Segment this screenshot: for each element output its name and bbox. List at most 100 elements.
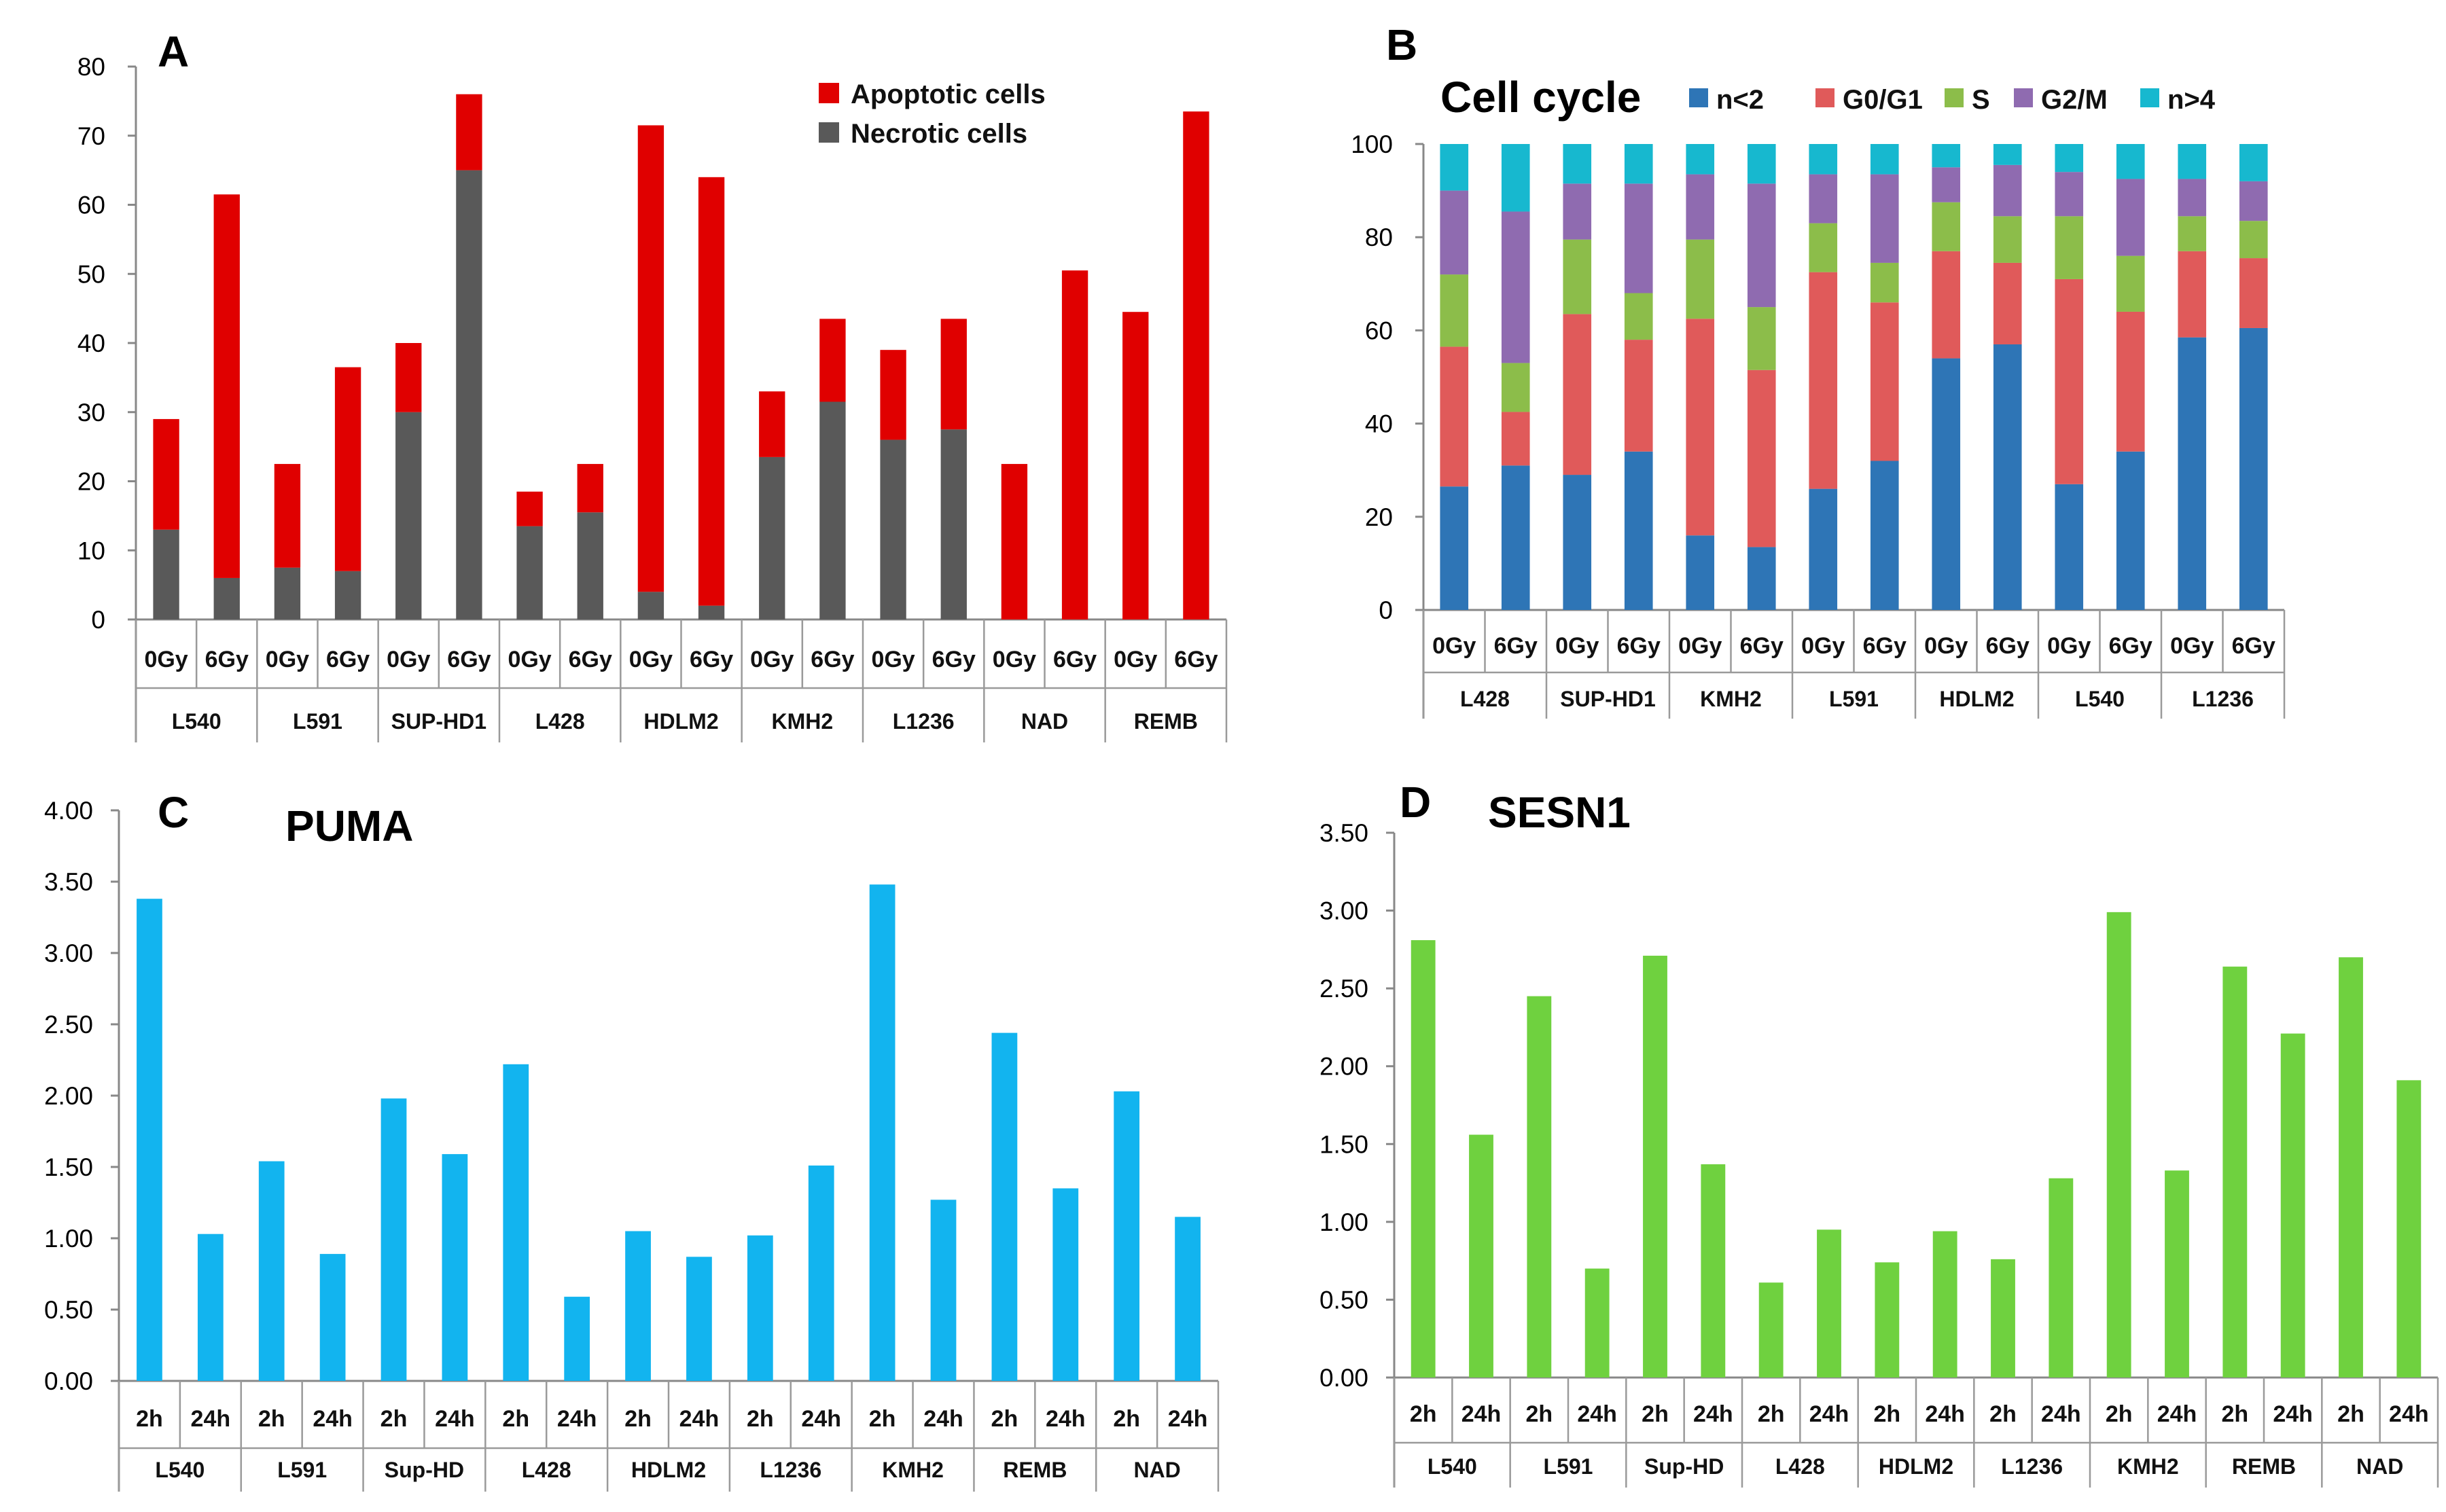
y-tick-label: 100 — [1351, 130, 1393, 158]
bar-n-2 — [1870, 461, 1899, 610]
bar-apoptotic-cells — [1122, 312, 1149, 619]
group-label: L591 — [1829, 687, 1879, 711]
bar-n-4 — [1624, 144, 1653, 184]
group-label: HDLM2 — [1879, 1454, 1953, 1479]
bar-n-4 — [2239, 144, 2268, 181]
legend-a-apoptotic-label: Apoptotic cells — [851, 79, 1046, 109]
y-tick-label: 1.50 — [44, 1153, 93, 1181]
x-category-label: 24h — [435, 1406, 475, 1432]
bar-necrotic-cells — [334, 571, 361, 619]
x-category-label: 2h — [624, 1406, 652, 1432]
legend-b-s-label: S — [1972, 85, 1990, 115]
bar-necrotic-cells — [274, 567, 301, 619]
bar-puma — [258, 1161, 285, 1381]
bar-apoptotic-cells — [819, 319, 846, 402]
bar-n-4 — [2055, 144, 2084, 173]
bar-apoptotic-cells — [759, 391, 785, 457]
bar-n-2 — [1440, 486, 1469, 610]
y-tick-label: 60 — [77, 192, 105, 219]
bar-s — [2239, 221, 2268, 259]
x-category-label: 24h — [2157, 1401, 2197, 1427]
legend-b-swatch-n-lt-2 — [1689, 88, 1708, 107]
x-category-label: 6Gy — [205, 647, 249, 672]
bar-g0-g1 — [1932, 251, 1961, 359]
y-tick-label: 30 — [77, 399, 105, 427]
bar-n-2 — [1747, 547, 1776, 610]
x-category-label: 2h — [1410, 1401, 1437, 1427]
bar-puma — [869, 884, 896, 1381]
bar-s — [1624, 293, 1653, 340]
bar-apoptotic-cells — [940, 319, 967, 430]
legend-a: Apoptotic cells Necrotic cells — [819, 79, 1046, 149]
bar-n-4 — [1993, 144, 2022, 165]
bar-n-2 — [1501, 465, 1530, 610]
bar-apoptotic-cells — [1183, 111, 1209, 619]
group-label: REMB — [1134, 709, 1198, 734]
x-category-label: 0Gy — [1555, 633, 1599, 659]
bar-s — [1932, 202, 1961, 251]
y-tick-label: 0.50 — [1319, 1286, 1368, 1314]
bar-n-2 — [2239, 327, 2268, 610]
y-tick-label: 3.50 — [44, 868, 93, 896]
bar-sesn1 — [1817, 1229, 1841, 1378]
bar-sesn1 — [2222, 967, 2248, 1378]
x-category-label: 24h — [2041, 1401, 2081, 1427]
y-tick-label: 50 — [77, 260, 105, 288]
x-category-label: 2h — [1525, 1401, 1553, 1427]
bar-g0-g1 — [1809, 272, 1838, 489]
x-category-label: 2h — [1873, 1401, 1900, 1427]
group-label: L1236 — [2192, 687, 2254, 711]
bar-apoptotic-cells — [516, 491, 543, 526]
bar-apoptotic-cells — [274, 464, 301, 568]
bar-puma — [503, 1064, 529, 1381]
bar-puma — [808, 1165, 834, 1381]
x-category-label: 6Gy — [2109, 633, 2152, 659]
x-category-label: 6Gy — [1617, 633, 1661, 659]
bar-g0-g1 — [1870, 302, 1899, 461]
bar-n-4 — [1440, 144, 1469, 191]
panel-d-chart: 0.00 0.50 1.00 1.50 2.00 2.50 3.00 3.50 2h 24h 2h 2… — [1319, 819, 2439, 1488]
bar-necrotic-cells — [819, 401, 846, 619]
bar-s — [1993, 216, 2022, 263]
x-category-label: 0Gy — [750, 647, 794, 672]
legend-a-swatch-necrotic — [819, 122, 839, 143]
bar-sesn1 — [2396, 1080, 2422, 1378]
x-category-label: 0Gy — [993, 647, 1036, 672]
x-category-label: 0Gy — [1678, 633, 1722, 659]
x-category-label: 2h — [380, 1406, 408, 1432]
legend-b-g2m-label: G2/M — [2041, 85, 2108, 115]
x-category-label: 6Gy — [1174, 647, 1218, 672]
x-category-label: 6Gy — [1053, 647, 1097, 672]
group-label: L591 — [1544, 1454, 1593, 1479]
bar-s — [2055, 216, 2084, 279]
y-tick-label: 0.50 — [44, 1296, 93, 1324]
x-category-label: 0Gy — [266, 647, 309, 672]
y-tick-label: 0 — [1379, 596, 1393, 624]
bar-g2-m — [1993, 164, 2022, 217]
bar-n-4 — [2116, 144, 2145, 179]
bar-n-4 — [2178, 144, 2207, 179]
group-label: KMH2 — [882, 1458, 944, 1482]
bar-s — [1501, 363, 1530, 412]
bar-sesn1 — [2339, 957, 2363, 1378]
group-label: KMH2 — [1700, 687, 1762, 711]
bar-sesn1 — [2106, 912, 2131, 1378]
bar-sesn1 — [1758, 1282, 1784, 1378]
bar-sesn1 — [2165, 1170, 2189, 1378]
x-category-label: 0Gy — [1801, 633, 1845, 659]
bar-sesn1 — [1411, 940, 1436, 1378]
bar-g2-m — [2178, 179, 2207, 217]
bar-apoptotic-cells — [456, 94, 482, 170]
y-tick-label: 10 — [77, 537, 105, 564]
bar-sesn1 — [1701, 1164, 1726, 1378]
bar-n-2 — [2055, 484, 2084, 610]
x-category-label: 24h — [1693, 1401, 1733, 1427]
bar-n-2 — [2116, 451, 2145, 610]
x-category-label: 24h — [801, 1406, 841, 1432]
legend-b-n-lt-2-label: n<2 — [1716, 85, 1764, 115]
group-label: SUP-HD1 — [391, 709, 486, 734]
y-tick-label: 3.50 — [1319, 819, 1368, 847]
bar-puma — [1114, 1091, 1140, 1381]
x-category-label: 24h — [1809, 1401, 1849, 1427]
